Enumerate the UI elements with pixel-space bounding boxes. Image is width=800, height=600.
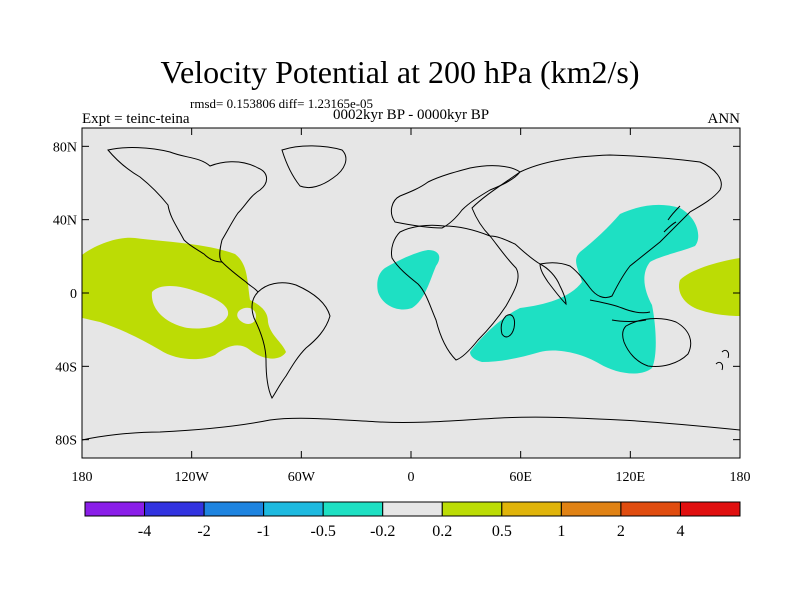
coastline-asia: [471, 154, 722, 299]
colorbar-label: 0.2: [432, 523, 452, 540]
coastline-india: [539, 263, 567, 306]
y-tick-label: 40N: [53, 214, 77, 229]
x-tick-label: 180: [730, 470, 751, 485]
x-tick-label: 0: [408, 470, 415, 485]
colorbar-label: -0.2: [370, 523, 395, 540]
x-tick-label: 60W: [288, 470, 316, 485]
colorbar-label: 2: [617, 523, 625, 540]
colorbar-swatch: [560, 501, 622, 517]
colorbar-swatch: [382, 501, 443, 517]
colorbar-swatch: [620, 501, 681, 517]
coastline-indonesia: [589, 299, 651, 322]
y-tick-label: 0: [70, 287, 77, 302]
colorbar-swatch: [263, 501, 324, 517]
positive-anomaly-west-pacific: [678, 258, 740, 316]
x-tick-label: 60E: [509, 470, 532, 485]
colorbar: -4 -2 -1 -0.5 -0.2 0.2 0.5 1 2 4: [84, 501, 741, 540]
coastline-antarctica: [82, 416, 740, 441]
y-tick-label: 80S: [55, 434, 77, 449]
colorbar-label: -4: [138, 523, 151, 540]
colorbar-swatch: [441, 501, 503, 517]
negative-anomaly-atlantic: [377, 250, 440, 310]
colorbar-label: 4: [676, 523, 684, 540]
colorbar-swatch: [679, 501, 741, 517]
colorbar-swatch: [501, 501, 562, 517]
coastline-north-america: [107, 147, 267, 263]
experiment-label: Expt = teinc-teina: [82, 111, 190, 127]
coastline-south-america: [251, 282, 331, 399]
season-label: ANN: [707, 111, 741, 127]
colorbar-swatch: [203, 501, 265, 517]
coastline-greenland: [281, 145, 347, 189]
x-tick-label: 180: [72, 470, 93, 485]
anomaly-hole: [151, 285, 229, 329]
coastline-africa: [391, 224, 519, 361]
y-tick-label: 40S: [55, 360, 77, 375]
y-tick-label: 80N: [53, 140, 77, 155]
y-axis: 80N 40N 0 40S 80S: [53, 140, 740, 449]
coastline-new-zealand: [715, 349, 729, 371]
colorbar-swatch: [322, 501, 384, 517]
colorbar-label: 0.5: [492, 523, 512, 540]
coastline-japan: [663, 205, 681, 233]
stats-label: rmsd= 0.153806 diff= 1.23165e-05: [190, 96, 374, 111]
negative-anomaly-indo-pacific: [470, 204, 699, 374]
x-tick-label: 120E: [616, 470, 646, 485]
x-tick-label: 120W: [175, 470, 210, 485]
anomaly-hole: [237, 307, 256, 324]
colorbar-swatch: [84, 501, 146, 517]
coastline-australia: [622, 318, 692, 367]
coastline-central-america: [221, 261, 259, 293]
colorbar-label: -0.5: [311, 523, 336, 540]
x-axis: 180 120W 60W 0 60E 120E 180: [72, 128, 751, 485]
coastline-madagascar: [500, 314, 515, 338]
period-label: 0002kyr BP - 0000kyr BP: [332, 107, 490, 123]
colorbar-swatch: [144, 501, 205, 517]
colorbar-label: 1: [557, 523, 565, 540]
colorbar-label: -2: [197, 523, 210, 540]
chart-title: Velocity Potential at 200 hPa (km2/s): [160, 54, 640, 90]
coastlines: [82, 145, 740, 441]
colorbar-label: -1: [257, 523, 270, 540]
